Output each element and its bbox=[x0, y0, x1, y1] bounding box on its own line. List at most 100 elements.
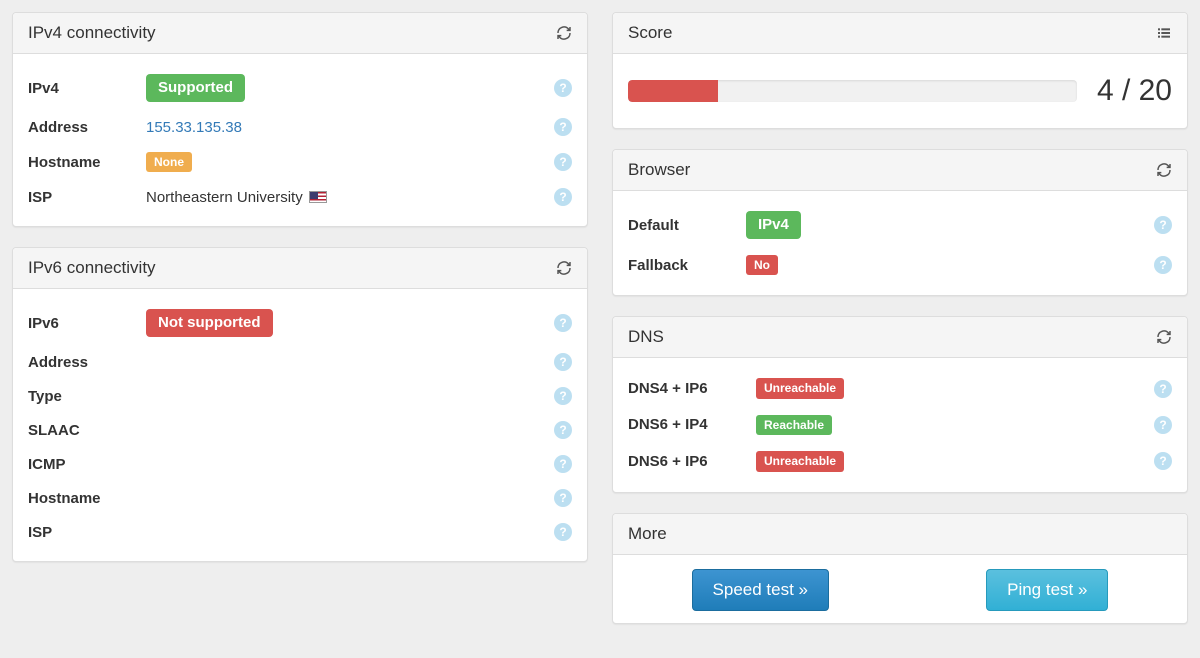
row-label: Address bbox=[28, 119, 146, 136]
help-icon[interactable]: ? bbox=[554, 489, 572, 507]
dns-panel: DNS DNS4 + IP6 Unreachable ? DNS6 + IP4 … bbox=[612, 316, 1188, 492]
row-value: Unreachable bbox=[756, 378, 1150, 398]
ipv6-panel-title: IPv6 connectivity bbox=[28, 258, 156, 278]
refresh-icon[interactable] bbox=[1156, 162, 1172, 178]
row-label: ISP bbox=[28, 189, 146, 206]
row-label: Default bbox=[628, 217, 746, 234]
ipv6-row-icmp: ICMP ? bbox=[28, 447, 572, 481]
help-icon[interactable]: ? bbox=[554, 455, 572, 473]
dns-d6ip4-badge: Reachable bbox=[756, 415, 832, 435]
help-icon[interactable]: ? bbox=[554, 523, 572, 541]
help-icon[interactable]: ? bbox=[554, 79, 572, 97]
help-icon[interactable]: ? bbox=[554, 153, 572, 171]
browser-row-default: Default IPv4 ? bbox=[628, 203, 1172, 247]
dns-panel-header: DNS bbox=[613, 317, 1187, 358]
dns-row-d6ip6: DNS6 + IP6 Unreachable ? bbox=[628, 443, 1172, 479]
ipv4-panel-header: IPv4 connectivity bbox=[13, 13, 587, 54]
refresh-icon[interactable] bbox=[556, 260, 572, 276]
row-label: SLAAC bbox=[28, 422, 146, 439]
browser-panel-header: Browser bbox=[613, 150, 1187, 191]
dns-d6ip6-badge: Unreachable bbox=[756, 451, 844, 471]
score-progress-bar bbox=[628, 80, 718, 102]
row-label: Address bbox=[28, 354, 146, 371]
browser-panel-title: Browser bbox=[628, 160, 690, 180]
help-icon[interactable]: ? bbox=[554, 421, 572, 439]
browser-panel-body: Default IPv4 ? Fallback No ? bbox=[613, 191, 1187, 295]
row-label: Hostname bbox=[28, 154, 146, 171]
refresh-icon[interactable] bbox=[556, 25, 572, 41]
ipv4-panel-body: IPv4 Supported ? Address 155.33.135.38 ?… bbox=[13, 54, 587, 226]
row-value: Reachable bbox=[756, 415, 1150, 435]
help-icon[interactable]: ? bbox=[554, 314, 572, 332]
flag-us-icon bbox=[309, 191, 327, 203]
speed-test-button[interactable]: Speed test » bbox=[692, 569, 829, 611]
ipv4-row-status: IPv4 Supported ? bbox=[28, 66, 572, 110]
row-label: IPv4 bbox=[28, 80, 146, 97]
ipv4-panel-title: IPv4 connectivity bbox=[28, 23, 156, 43]
refresh-icon[interactable] bbox=[1156, 329, 1172, 345]
row-label: ISP bbox=[28, 524, 146, 541]
ipv4-address-link[interactable]: 155.33.135.38 bbox=[146, 119, 242, 136]
help-icon[interactable]: ? bbox=[554, 118, 572, 136]
more-panel: More Speed test » Ping test » bbox=[612, 513, 1188, 624]
row-label: DNS6 + IP4 bbox=[628, 416, 756, 433]
row-label: DNS6 + IP6 bbox=[628, 453, 756, 470]
help-icon[interactable]: ? bbox=[1154, 256, 1172, 274]
help-icon[interactable]: ? bbox=[1154, 416, 1172, 434]
isp-text: Northeastern University bbox=[146, 189, 303, 206]
ipv4-row-isp: ISP Northeastern University ? bbox=[28, 180, 572, 214]
browser-default-badge: IPv4 bbox=[746, 211, 801, 239]
row-label: DNS4 + IP6 bbox=[628, 380, 756, 397]
ipv6-panel-header: IPv6 connectivity bbox=[13, 248, 587, 289]
row-label: Fallback bbox=[628, 257, 746, 274]
row-label: ICMP bbox=[28, 456, 146, 473]
row-value: No bbox=[746, 255, 1150, 275]
help-icon[interactable]: ? bbox=[1154, 216, 1172, 234]
ipv6-notsupported-badge: Not supported bbox=[146, 309, 273, 337]
ipv6-row-status: IPv6 Not supported ? bbox=[28, 301, 572, 345]
dns-row-d6ip4: DNS6 + IP4 Reachable ? bbox=[628, 407, 1172, 443]
help-icon[interactable]: ? bbox=[554, 353, 572, 371]
more-panel-header: More bbox=[613, 514, 1187, 555]
score-text: 4 / 20 bbox=[1097, 74, 1172, 108]
score-panel-body: 4 / 20 bbox=[613, 54, 1187, 128]
help-icon[interactable]: ? bbox=[554, 188, 572, 206]
more-panel-title: More bbox=[628, 524, 667, 544]
row-value: None bbox=[146, 152, 550, 172]
ipv6-row-type: Type ? bbox=[28, 379, 572, 413]
ipv6-row-slaac: SLAAC ? bbox=[28, 413, 572, 447]
row-value: Supported bbox=[146, 74, 550, 102]
ipv4-row-hostname: Hostname None ? bbox=[28, 144, 572, 180]
list-icon[interactable] bbox=[1156, 25, 1172, 41]
ipv6-panel-body: IPv6 Not supported ? Address ? Type ? bbox=[13, 289, 587, 561]
score-progress-track bbox=[628, 80, 1077, 102]
dns-d4ip6-badge: Unreachable bbox=[756, 378, 844, 398]
score-panel-header: Score bbox=[613, 13, 1187, 54]
dns-panel-title: DNS bbox=[628, 327, 664, 347]
browser-row-fallback: Fallback No ? bbox=[628, 247, 1172, 283]
help-icon[interactable]: ? bbox=[1154, 380, 1172, 398]
more-panel-body: Speed test » Ping test » bbox=[613, 555, 1187, 623]
ipv4-supported-badge: Supported bbox=[146, 74, 245, 102]
dns-panel-body: DNS4 + IP6 Unreachable ? DNS6 + IP4 Reac… bbox=[613, 358, 1187, 491]
row-value: Northeastern University bbox=[146, 189, 550, 206]
row-label: Hostname bbox=[28, 490, 146, 507]
row-value: Unreachable bbox=[756, 451, 1150, 471]
browser-fallback-badge: No bbox=[746, 255, 778, 275]
score-panel-title: Score bbox=[628, 23, 672, 43]
ipv6-row-isp: ISP ? bbox=[28, 515, 572, 549]
row-value: IPv4 bbox=[746, 211, 1150, 239]
help-icon[interactable]: ? bbox=[1154, 452, 1172, 470]
dns-row-d4ip6: DNS4 + IP6 Unreachable ? bbox=[628, 370, 1172, 406]
ipv4-panel: IPv4 connectivity IPv4 Supported ? Addre… bbox=[12, 12, 588, 227]
ipv6-row-hostname: Hostname ? bbox=[28, 481, 572, 515]
hostname-none-badge: None bbox=[146, 152, 192, 172]
score-panel: Score 4 / 20 bbox=[612, 12, 1188, 129]
ping-test-button[interactable]: Ping test » bbox=[986, 569, 1108, 611]
row-value: 155.33.135.38 bbox=[146, 119, 550, 136]
ipv6-panel: IPv6 connectivity IPv6 Not supported ? A… bbox=[12, 247, 588, 562]
browser-panel: Browser Default IPv4 ? Fallback No bbox=[612, 149, 1188, 296]
help-icon[interactable]: ? bbox=[554, 387, 572, 405]
score-progress-wrap: 4 / 20 bbox=[628, 66, 1172, 116]
row-label: Type bbox=[28, 388, 146, 405]
